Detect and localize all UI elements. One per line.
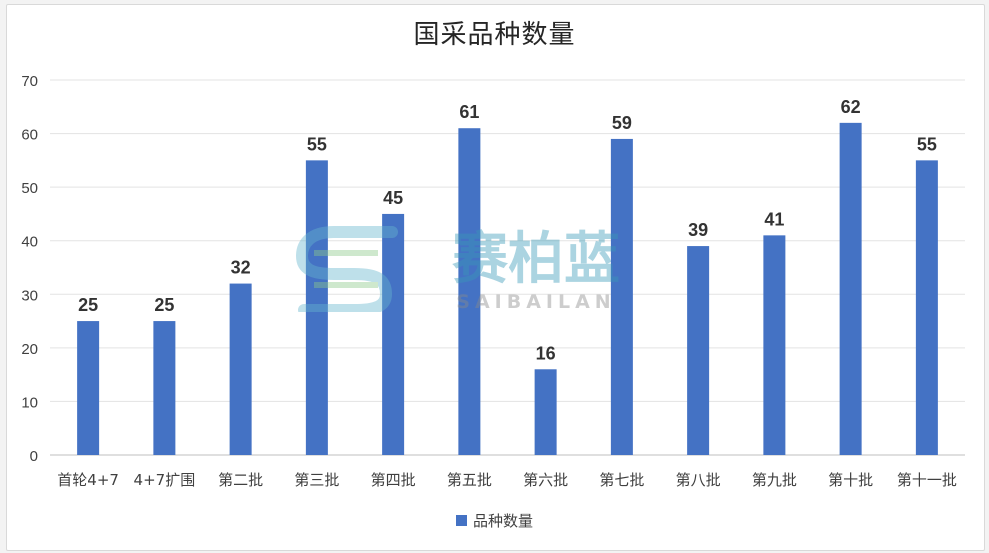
y-tick-label: 10 xyxy=(21,394,38,411)
chart-title: 国采品种数量 xyxy=(413,20,576,50)
data-label: 62 xyxy=(841,97,861,117)
data-label: 61 xyxy=(459,102,479,122)
bar-11 xyxy=(839,122,862,455)
legend: 品种数量 xyxy=(0,510,989,531)
bar-6 xyxy=(458,128,481,455)
legend-swatch xyxy=(455,515,467,526)
y-tick-label: 30 xyxy=(21,287,38,304)
bar-12 xyxy=(915,160,938,455)
x-tick-label: 第二批 xyxy=(218,471,263,489)
data-label: 59 xyxy=(612,113,632,133)
bar-10 xyxy=(763,235,786,455)
x-tick-label: 第九批 xyxy=(752,471,797,489)
y-tick-label: 40 xyxy=(21,234,38,251)
x-tick-label: 第七批 xyxy=(599,471,644,489)
x-tick-label: 第四批 xyxy=(371,471,416,489)
legend-label: 品种数量 xyxy=(472,512,533,530)
bar-7 xyxy=(534,369,557,455)
x-tick-label: 第八批 xyxy=(676,471,721,489)
bar-8 xyxy=(610,138,633,455)
data-label: 32 xyxy=(231,258,251,278)
y-tick-label: 0 xyxy=(30,448,38,465)
data-labels: 25 25 32 55 45 61 16 59 39 41 62 55 xyxy=(78,97,937,363)
data-label: 55 xyxy=(307,134,327,154)
bar-5 xyxy=(382,213,405,455)
bar-3 xyxy=(229,283,252,455)
y-tick-label: 50 xyxy=(21,180,38,197)
data-label: 55 xyxy=(917,134,937,154)
y-axis-ticks: 0 10 20 30 40 50 60 70 xyxy=(21,73,38,465)
x-tick-label: 第十批 xyxy=(828,471,873,489)
y-tick-label: 60 xyxy=(21,127,38,144)
bar-9 xyxy=(687,246,710,455)
x-tick-label: 第十一批 xyxy=(897,471,957,489)
data-label: 25 xyxy=(78,295,98,315)
y-tick-label: 70 xyxy=(21,73,38,90)
data-label: 25 xyxy=(154,295,174,315)
x-tick-label: 第三批 xyxy=(294,471,339,489)
x-tick-label: 4+7扩围 xyxy=(134,471,196,489)
x-tick-label: 首轮4+7 xyxy=(57,471,119,489)
y-tick-label: 20 xyxy=(21,341,38,358)
bar-1 xyxy=(77,321,100,455)
data-label: 41 xyxy=(764,209,784,229)
bars xyxy=(77,122,938,455)
data-label: 16 xyxy=(536,343,556,363)
gridlines xyxy=(50,79,965,456)
x-tick-label: 第六批 xyxy=(523,471,568,489)
chart-card xyxy=(6,4,985,551)
x-tick-label: 第五批 xyxy=(447,471,492,489)
data-label: 45 xyxy=(383,188,403,208)
bar-2 xyxy=(153,321,176,455)
data-label: 39 xyxy=(688,220,708,240)
bar-4 xyxy=(305,160,328,455)
x-axis-ticks: 首轮4+7 4+7扩围 第二批 第三批 第四批 第五批 第六批 第七批 第八批 第九批 第十批 第十一… xyxy=(57,471,957,489)
